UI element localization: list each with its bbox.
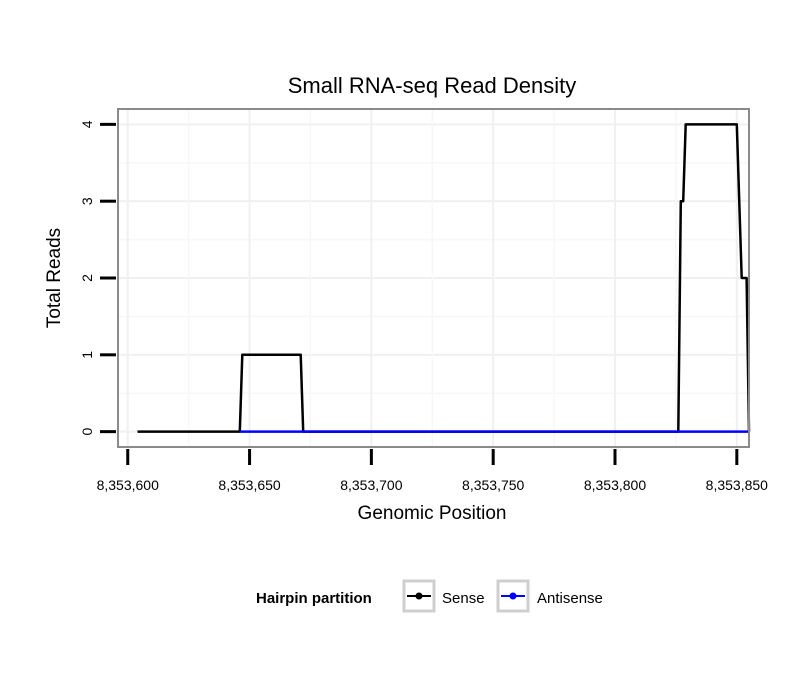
y-tick-label: 1	[79, 351, 95, 359]
x-tick-label: 8,353,600	[97, 477, 159, 493]
x-axis-title: Genomic Position	[358, 503, 507, 524]
plot-panel-border	[117, 108, 750, 448]
y-tick-label: 2	[79, 274, 95, 282]
x-tick-label: 8,353,650	[218, 477, 280, 493]
y-axis-title: Total Reads	[44, 228, 65, 328]
legend: Hairpin partition Sense Antisense	[256, 579, 603, 613]
y-tick-label: 3	[79, 197, 95, 205]
legend-key-sense-point	[415, 592, 423, 600]
y-axis: 0 1 2 3 4	[79, 120, 116, 436]
x-tick-label: 8,353,800	[584, 477, 646, 493]
legend-label-sense: Sense	[442, 590, 485, 607]
x-axis: 8,353,600 8,353,650 8,353,700 8,353,750 8,35…	[97, 449, 768, 493]
series-line-sense	[137, 123, 751, 433]
x-tick-label: 8,353,850	[706, 477, 768, 493]
x-tick-label: 8,353,700	[340, 477, 402, 493]
legend-label-antisense: Antisense	[537, 590, 603, 607]
y-tick-label: 0	[79, 428, 95, 436]
y-tick-label: 4	[79, 120, 95, 128]
legend-title: Hairpin partition	[256, 590, 372, 607]
series-layer	[137, 123, 751, 433]
chart-title: Small RNA-seq Read Density	[288, 73, 577, 98]
legend-key-antisense-point	[509, 592, 517, 600]
grid	[118, 109, 749, 447]
x-tick-label: 8,353,750	[462, 477, 524, 493]
